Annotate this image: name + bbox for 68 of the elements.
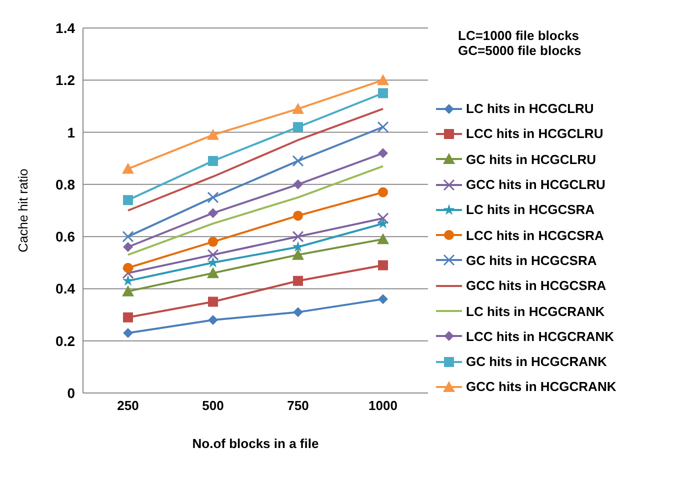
- x-tick-label: 250: [117, 398, 139, 414]
- point: [123, 262, 133, 273]
- y-tick-label: 0.6: [56, 228, 76, 245]
- x-tick-label: 750: [287, 398, 309, 414]
- point: [292, 102, 304, 114]
- point: [293, 276, 303, 286]
- legend-label: GCC hits in HCGCSRA: [466, 278, 606, 294]
- legend-label: LCC hits in HCGCRANK: [466, 328, 614, 344]
- point: [292, 248, 304, 260]
- point: [207, 249, 219, 261]
- legend-label: LCC hits in HCGCLRU: [466, 126, 604, 142]
- point: [122, 162, 134, 174]
- legend-label: LC hits in HCGCLRU: [466, 101, 594, 116]
- y-tick-label: 1.4: [56, 20, 76, 36]
- legend-label: GC hits in HCGCRANK: [466, 354, 607, 370]
- point: [207, 256, 219, 268]
- point: [208, 315, 218, 325]
- y-tick-label: 1: [67, 124, 76, 140]
- x-axis-title: No.of blocks in a file: [192, 436, 319, 451]
- y-tick-label: 1.2: [56, 72, 76, 88]
- point: [293, 179, 303, 190]
- legend-label: LC hits in HCGCSRA: [466, 202, 595, 218]
- point: [293, 210, 303, 221]
- point: [378, 148, 388, 158]
- y-tick-label: 0.8: [56, 176, 76, 192]
- point: [377, 74, 389, 86]
- point: [378, 187, 388, 198]
- point: [292, 155, 304, 167]
- text: LC=1000 file blocks: [457, 28, 580, 43]
- point: [293, 122, 303, 132]
- point: [377, 212, 389, 224]
- point: [377, 121, 389, 133]
- point: [123, 195, 133, 206]
- text: GC=5000 file blocks: [457, 43, 582, 58]
- x-tick-label: 500: [202, 398, 224, 414]
- point: [123, 328, 133, 338]
- point: [123, 242, 133, 252]
- point: [207, 128, 219, 140]
- point: [378, 88, 388, 98]
- point: [123, 312, 133, 322]
- x-tick-label: 1000: [368, 398, 398, 414]
- y-tick-label: 0.2: [56, 332, 76, 349]
- legend-label: LCC hits in HCGCSRA: [466, 228, 604, 243]
- point: [377, 233, 389, 244]
- point: [378, 260, 388, 270]
- legend-label: LC hits in HCGCRANK: [466, 304, 605, 319]
- point: [292, 230, 304, 242]
- point: [208, 156, 218, 166]
- legend-label: GCC hits in HCGCLRU: [466, 177, 606, 192]
- point: [377, 218, 389, 228]
- point: [208, 208, 218, 218]
- point: [293, 307, 303, 318]
- point: [122, 267, 134, 279]
- point: [208, 296, 218, 307]
- point: [207, 267, 219, 278]
- point: [122, 230, 134, 242]
- point: [378, 294, 388, 304]
- y-tick-label: 0: [67, 384, 76, 401]
- line-series: [127, 165, 384, 256]
- point: [208, 236, 218, 247]
- y-tick-label: 0.4: [56, 280, 76, 297]
- legend-label: GC hits in HCGCSRA: [466, 252, 597, 268]
- y-axis-title: Cache hit ratio: [16, 168, 31, 252]
- legend-label: GCC hits in HCGCRANK: [466, 379, 616, 394]
- legend-label: GC hits in HCGCLRU: [466, 152, 596, 167]
- point: [122, 285, 134, 296]
- point: [207, 192, 219, 204]
- line-series: [127, 108, 384, 212]
